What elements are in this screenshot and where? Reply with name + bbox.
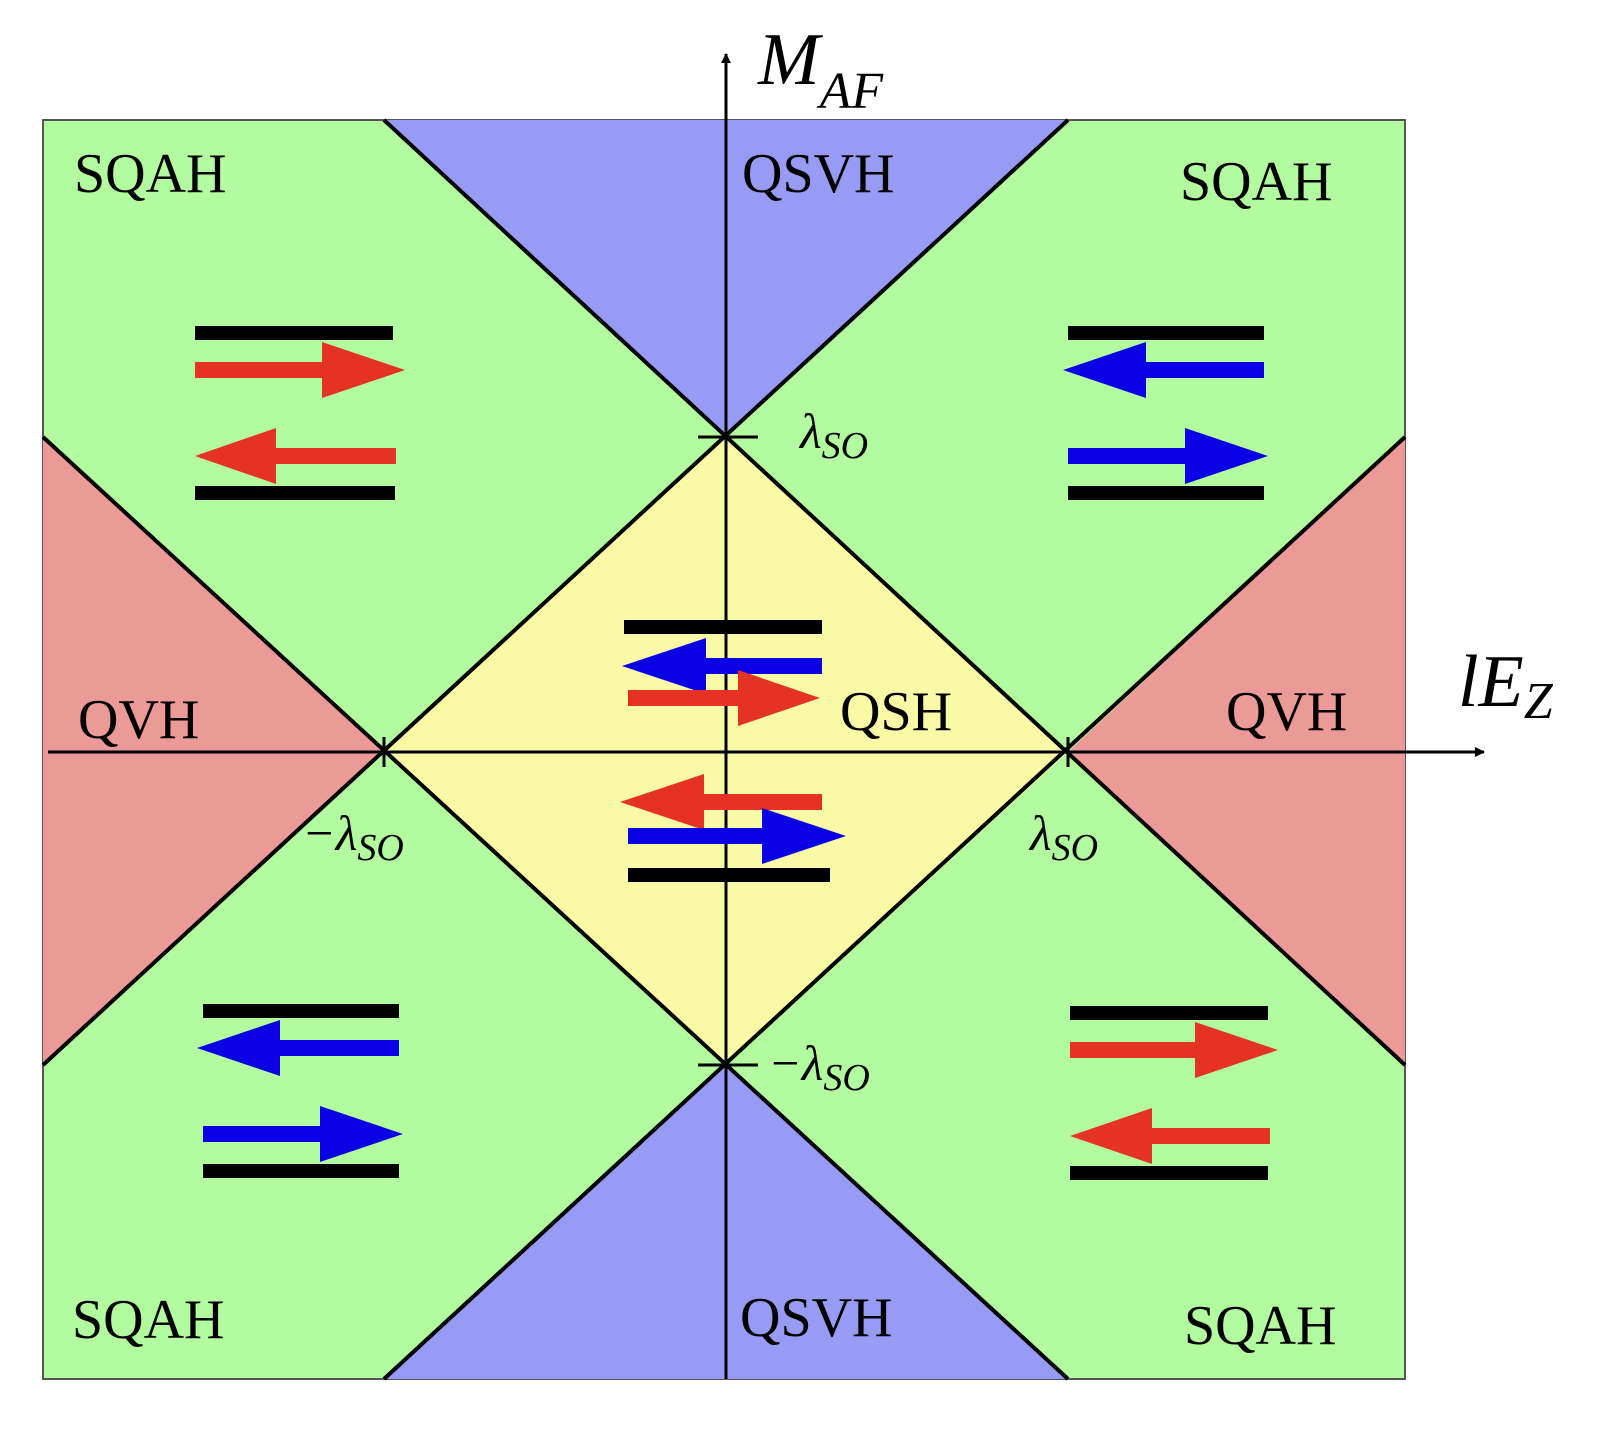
edge-state-bottom-right — [1070, 1006, 1278, 1180]
tick-label-y-pos: λSO — [798, 403, 868, 467]
edge-bar — [1068, 326, 1264, 340]
edge-bar — [195, 486, 395, 500]
boundary-line — [382, 435, 1407, 1381]
region-label-sqah-top-right: SQAH — [1180, 151, 1332, 213]
x-axis-label: lEZ — [1458, 641, 1554, 730]
edge-bar — [628, 868, 830, 882]
y-axis-label: MAF — [757, 19, 884, 120]
region-label-qsh-center: QSH — [840, 681, 952, 743]
region-label-sqah-bottom-right: SQAH — [1184, 1295, 1336, 1357]
edge-state-bottom-left — [197, 1004, 403, 1178]
edge-bar — [1070, 1006, 1268, 1020]
region-label-qsvh-top: QSVH — [742, 143, 894, 205]
left-arrow-icon — [195, 428, 396, 484]
region-label-qvh-left: QVH — [78, 689, 199, 751]
edge-state-center — [620, 620, 846, 882]
edge-bar — [1070, 1166, 1268, 1180]
left-arrow-icon — [197, 1020, 399, 1076]
right-arrow-icon — [628, 670, 820, 726]
boundary-line — [41, 118, 1070, 1067]
region-label-qsvh-bottom: QSVH — [740, 1287, 892, 1349]
region-label-sqah-top-left: SQAH — [74, 143, 226, 205]
left-arrow-icon — [1063, 342, 1264, 398]
right-arrow-icon — [195, 342, 405, 398]
left-arrow-icon — [1070, 1108, 1270, 1164]
edge-state-top-right — [1063, 326, 1268, 500]
right-arrow-icon — [1068, 428, 1268, 484]
edge-bar — [203, 1164, 399, 1178]
tick-label-x-pos: λSO — [1028, 805, 1098, 869]
edge-bar — [1068, 486, 1264, 500]
left-arrow-icon — [620, 774, 822, 830]
edge-bar — [203, 1004, 399, 1018]
tick-label-y-neg: −λSO — [768, 1035, 870, 1099]
left-arrow-icon — [622, 638, 822, 694]
edge-state-top-left — [195, 326, 405, 500]
right-arrow-icon — [628, 808, 846, 864]
boundary-line — [382, 118, 1407, 1067]
boundary-line — [41, 435, 1070, 1381]
edge-bar — [195, 326, 393, 340]
region-label-sqah-bottom-left: SQAH — [72, 1289, 224, 1351]
tick-label-x-neg: −λSO — [302, 805, 404, 869]
region-label-qvh-right: QVH — [1226, 681, 1347, 743]
right-arrow-icon — [203, 1106, 403, 1162]
edge-bar — [624, 620, 822, 634]
right-arrow-icon — [1070, 1022, 1278, 1078]
